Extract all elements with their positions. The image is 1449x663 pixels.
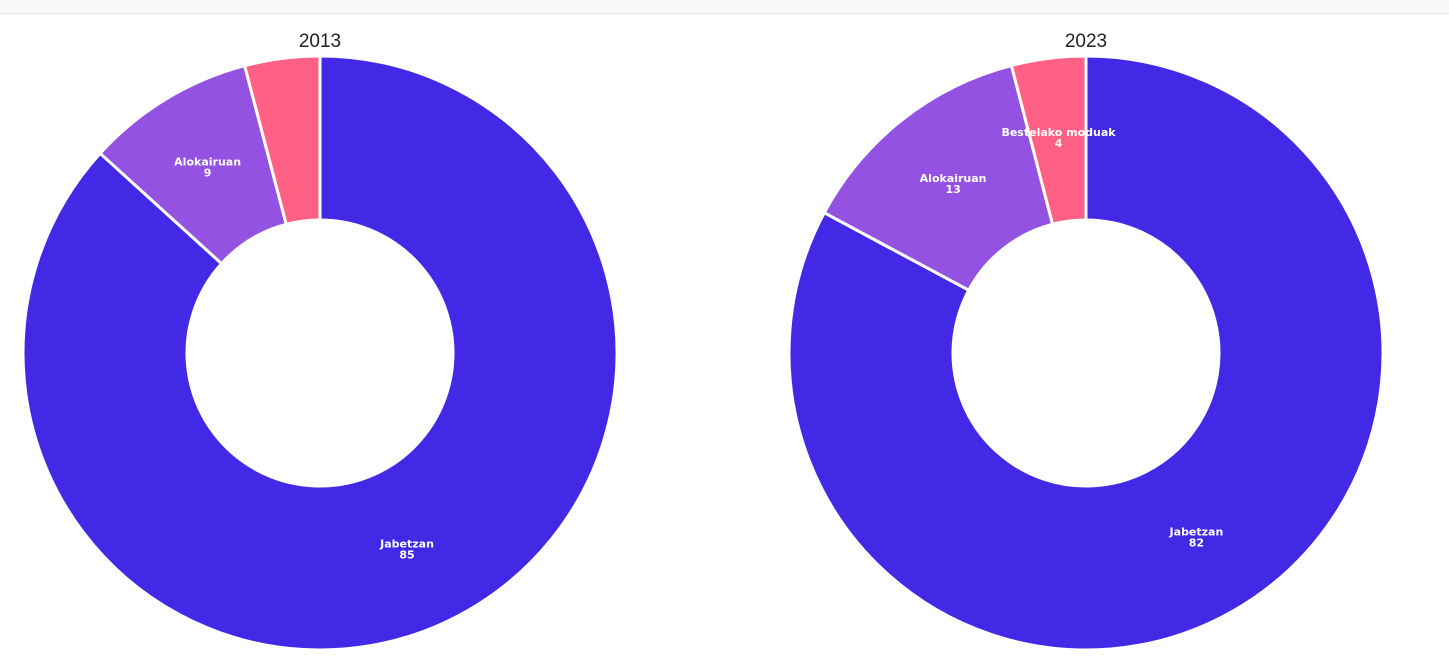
donut-slice <box>1009 54 1088 226</box>
slice-value-label: 4 <box>1055 137 1063 150</box>
slices <box>21 54 619 652</box>
slice-label: Jabetzan <box>379 538 434 551</box>
top-bar <box>0 0 1449 14</box>
slice-label: Bestelako moduak <box>1001 126 1116 139</box>
donut-slice <box>243 54 322 226</box>
chart-title: 2013 <box>299 31 341 52</box>
slice-label: Jabetzan <box>1169 525 1224 538</box>
slices <box>787 54 1385 652</box>
chart-title: 2023 <box>1065 31 1107 52</box>
slice-label: Alokairuan <box>920 172 987 185</box>
donut-slice <box>21 54 619 652</box>
donut-slice <box>822 64 1055 292</box>
donut-slice <box>787 54 1385 652</box>
slice-value-label: 82 <box>1189 536 1204 549</box>
slice-value-label: 85 <box>399 549 414 562</box>
slice-value-label: 9 <box>204 167 212 180</box>
slice-value-label: 13 <box>945 183 960 196</box>
slice-label: Alokairuan <box>174 156 241 169</box>
